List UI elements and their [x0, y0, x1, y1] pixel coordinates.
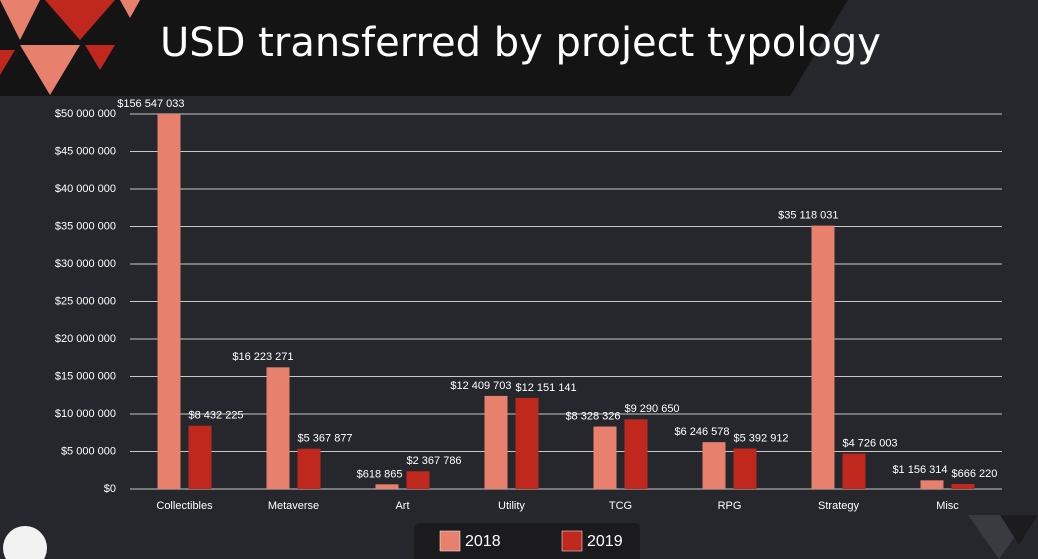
bar	[515, 397, 539, 489]
y-tick-label: $10 000 000	[55, 408, 116, 420]
value-label: $16 223 271	[232, 351, 293, 363]
bar	[297, 448, 321, 489]
value-label: $5 367 877	[298, 433, 353, 445]
x-tick-label: Collectibles	[156, 500, 213, 512]
value-label: $8 432 225	[189, 410, 244, 422]
legend-label: 2018	[465, 533, 501, 550]
value-label: $2 367 786	[407, 455, 462, 467]
legend-box	[414, 523, 640, 559]
bar	[266, 367, 290, 489]
y-tick-label: $20 000 000	[55, 333, 116, 345]
footer-logo	[3, 526, 47, 559]
value-label: $5 392 912	[734, 432, 789, 444]
legend-label: 2019	[587, 533, 623, 550]
corner-decoration	[968, 515, 1038, 559]
value-label: $156 547 033	[117, 98, 184, 110]
bar	[811, 225, 835, 490]
value-label: $35 118 031	[778, 210, 838, 222]
bar	[842, 453, 866, 489]
bar	[593, 426, 617, 489]
x-tick-label: Art	[395, 500, 409, 512]
y-tick-label: $40 000 000	[55, 183, 116, 195]
y-tick-label: $0	[104, 483, 116, 495]
bar	[951, 484, 975, 489]
y-tick-label: $35 000 000	[55, 220, 116, 232]
value-label: $1 156 314	[892, 464, 947, 476]
value-label: $8 328 326	[565, 410, 620, 422]
y-tick-label: $5 000 000	[61, 445, 116, 457]
y-tick-label: $50 000 000	[55, 108, 116, 120]
logo	[0, 0, 140, 95]
bar	[920, 480, 944, 489]
bar	[375, 484, 399, 489]
x-tick-label: Misc	[936, 500, 959, 512]
x-tick-label: Metaverse	[268, 500, 319, 512]
value-label: $9 290 650	[625, 403, 680, 415]
value-label: $12 151 141	[516, 382, 577, 394]
y-tick-label: $15 000 000	[55, 370, 116, 382]
value-label: $4 726 003	[843, 437, 898, 449]
bar	[624, 419, 648, 489]
x-tick-label: Utility	[498, 500, 525, 512]
bar	[157, 114, 181, 490]
title-banner	[0, 0, 848, 96]
bar	[188, 425, 212, 489]
legend-swatch	[561, 530, 583, 552]
value-label: $12 409 703	[450, 380, 511, 392]
bar	[733, 448, 757, 489]
x-tick-label: RPG	[718, 500, 742, 512]
value-label: $666 220	[952, 468, 998, 480]
bar	[406, 471, 430, 489]
y-tick-label: $45 000 000	[55, 145, 116, 157]
y-tick-label: $30 000 000	[55, 258, 116, 270]
x-tick-label: TCG	[609, 500, 632, 512]
bar	[484, 395, 508, 489]
chart-title: USD transferred by project typology	[160, 20, 881, 66]
value-label: $6 246 578	[674, 426, 729, 438]
legend-swatch	[439, 530, 461, 552]
y-tick-label: $25 000 000	[55, 295, 116, 307]
value-label: $618 865	[357, 468, 403, 480]
x-tick-label: Strategy	[818, 500, 859, 512]
bar	[702, 442, 726, 489]
